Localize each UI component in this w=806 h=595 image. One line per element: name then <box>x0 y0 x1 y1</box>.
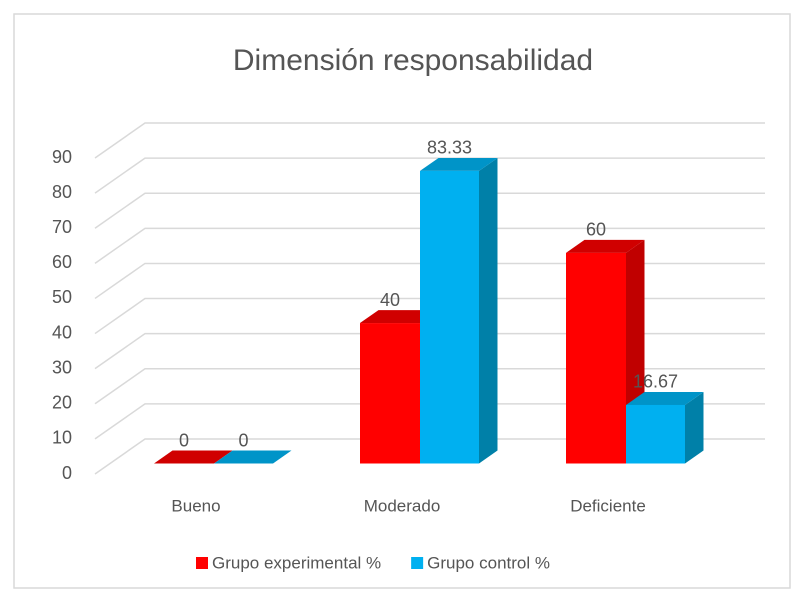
bar-top <box>154 450 233 464</box>
bar-top <box>420 157 498 171</box>
y-tick-label: 20 <box>52 393 72 413</box>
value-label: 16.67 <box>633 372 678 392</box>
grid-line <box>94 438 765 475</box>
grid-line <box>94 122 765 159</box>
bar-top <box>566 239 645 253</box>
bar <box>420 170 479 464</box>
bar-top <box>626 392 704 405</box>
y-tick-label: 0 <box>62 463 72 483</box>
bar-side <box>685 392 704 464</box>
value-label: 0 <box>238 430 248 450</box>
grid-line <box>94 157 765 194</box>
grid-line <box>94 332 765 370</box>
legend-swatch <box>411 557 424 569</box>
y-tick-label: 40 <box>52 322 72 342</box>
value-label: 83.33 <box>427 138 472 158</box>
y-tick-label: 80 <box>52 182 72 202</box>
bar <box>360 323 420 464</box>
grid-line <box>94 262 765 300</box>
y-tick-label: 10 <box>52 428 72 448</box>
x-tick-label: Bueno <box>171 496 220 515</box>
y-tick-label: 60 <box>52 252 72 272</box>
y-tick-label: 70 <box>52 217 72 237</box>
y-tick-label: 30 <box>52 357 72 377</box>
grid-line <box>94 297 765 335</box>
y-tick-label: 90 <box>52 147 72 167</box>
value-label: 40 <box>380 290 400 310</box>
grid-line <box>94 192 765 229</box>
value-label: 60 <box>586 220 606 240</box>
grid-line <box>94 403 765 440</box>
bar-top <box>214 450 292 464</box>
legend-swatch <box>196 557 208 569</box>
chart-title: Dimensión responsabilidad <box>233 44 593 77</box>
bar-top <box>360 310 439 324</box>
y-tick-label: 50 <box>52 287 72 307</box>
legend-label: Grupo experimental % <box>212 553 381 572</box>
x-tick-label: Moderado <box>364 496 441 515</box>
x-tick-label: Deficiente <box>570 496 646 515</box>
bar-side <box>479 157 498 464</box>
bar <box>566 252 626 464</box>
bar <box>626 404 685 464</box>
grid-line <box>94 227 765 264</box>
chart-frame <box>13 13 791 589</box>
value-label: 0 <box>179 430 189 450</box>
grid-line <box>94 368 765 405</box>
legend-label: Grupo control % <box>427 553 550 572</box>
